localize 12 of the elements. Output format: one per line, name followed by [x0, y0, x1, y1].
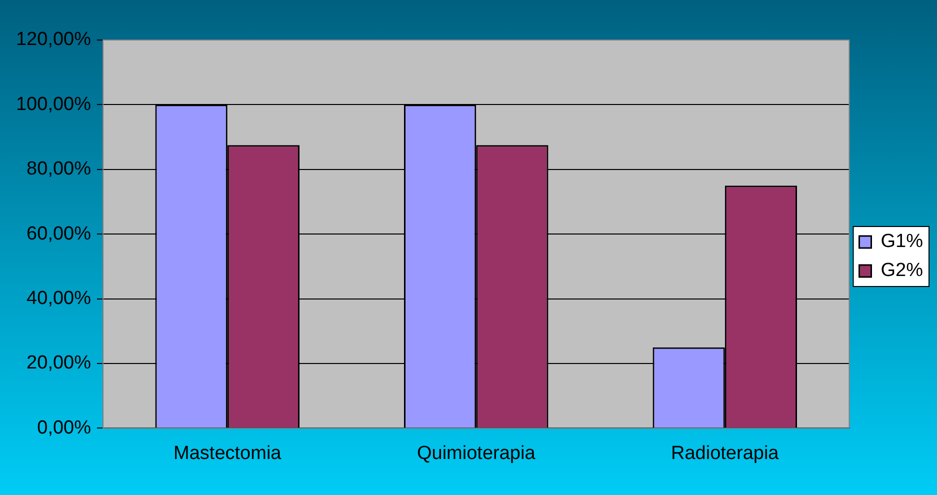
x-tick-label: Radioterapia — [671, 442, 780, 464]
legend-label: G2% — [880, 260, 924, 282]
y-tick-label: 0,00% — [37, 417, 92, 438]
x-tick-label: Mastectomia — [174, 442, 282, 464]
y-tick-label: 100,00% — [16, 94, 92, 115]
y-tick-label: 60,00% — [26, 223, 92, 244]
y-tick-label: 120,00% — [16, 29, 92, 50]
legend-label: G1% — [880, 231, 924, 252]
x-tick-label: Quimioterapia — [416, 442, 536, 464]
y-tick-label: 80,00% — [26, 158, 92, 180]
y-tick-label: 20,00% — [26, 352, 92, 374]
y-tick-label: 40,00% — [26, 288, 92, 310]
